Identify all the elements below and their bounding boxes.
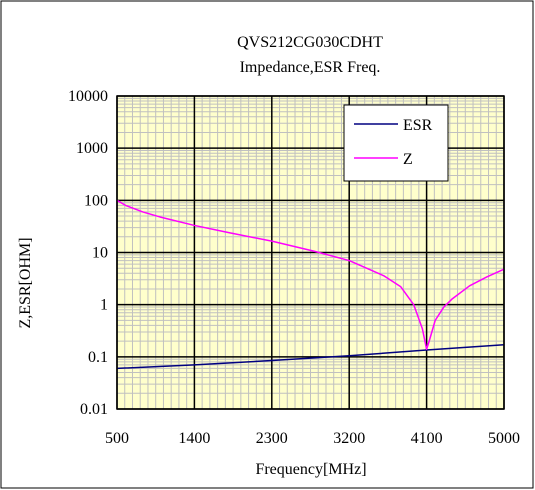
y-tick-label: 10000: [68, 88, 108, 105]
chart-title: QVS212CG030CDHT: [237, 34, 383, 51]
x-tick-label: 5000: [488, 430, 520, 447]
x-axis-label: Frequency[MHz]: [255, 461, 366, 478]
chart-subtitle: Impedance,ESR Freq.: [240, 59, 381, 76]
x-tick-label: 2300: [256, 430, 288, 447]
plot-border: [116, 95, 505, 410]
series-lines: [116, 199, 505, 370]
series-z-line: [116, 199, 505, 350]
x-axis-ticks: 500 1400 2300 3200 4100 5000: [105, 430, 520, 447]
x-tick-label: 500: [105, 430, 129, 447]
x-tick-label: 1400: [178, 430, 210, 447]
legend-z-label: Z: [403, 151, 413, 168]
y-axis-ticks: 0.01 0.1 1 10 100 1000 10000: [68, 88, 108, 418]
series-esr-line: [116, 344, 505, 370]
y-tick-label: 1: [100, 297, 108, 314]
y-tick-label: 1000: [76, 140, 108, 157]
x-tick-label: 4100: [411, 430, 443, 447]
y-tick-label: 100: [84, 192, 108, 209]
y-tick-label: 0.1: [88, 349, 108, 366]
y-tick-label: 0.01: [80, 401, 108, 418]
legend: ESR Z: [343, 104, 449, 182]
y-tick-label: 10: [92, 245, 108, 262]
x-tick-label: 3200: [333, 430, 365, 447]
legend-esr-label: ESR: [403, 117, 433, 134]
legend-box: [343, 104, 449, 182]
y-axis-label: Z,ESR[OHM]: [17, 237, 34, 328]
